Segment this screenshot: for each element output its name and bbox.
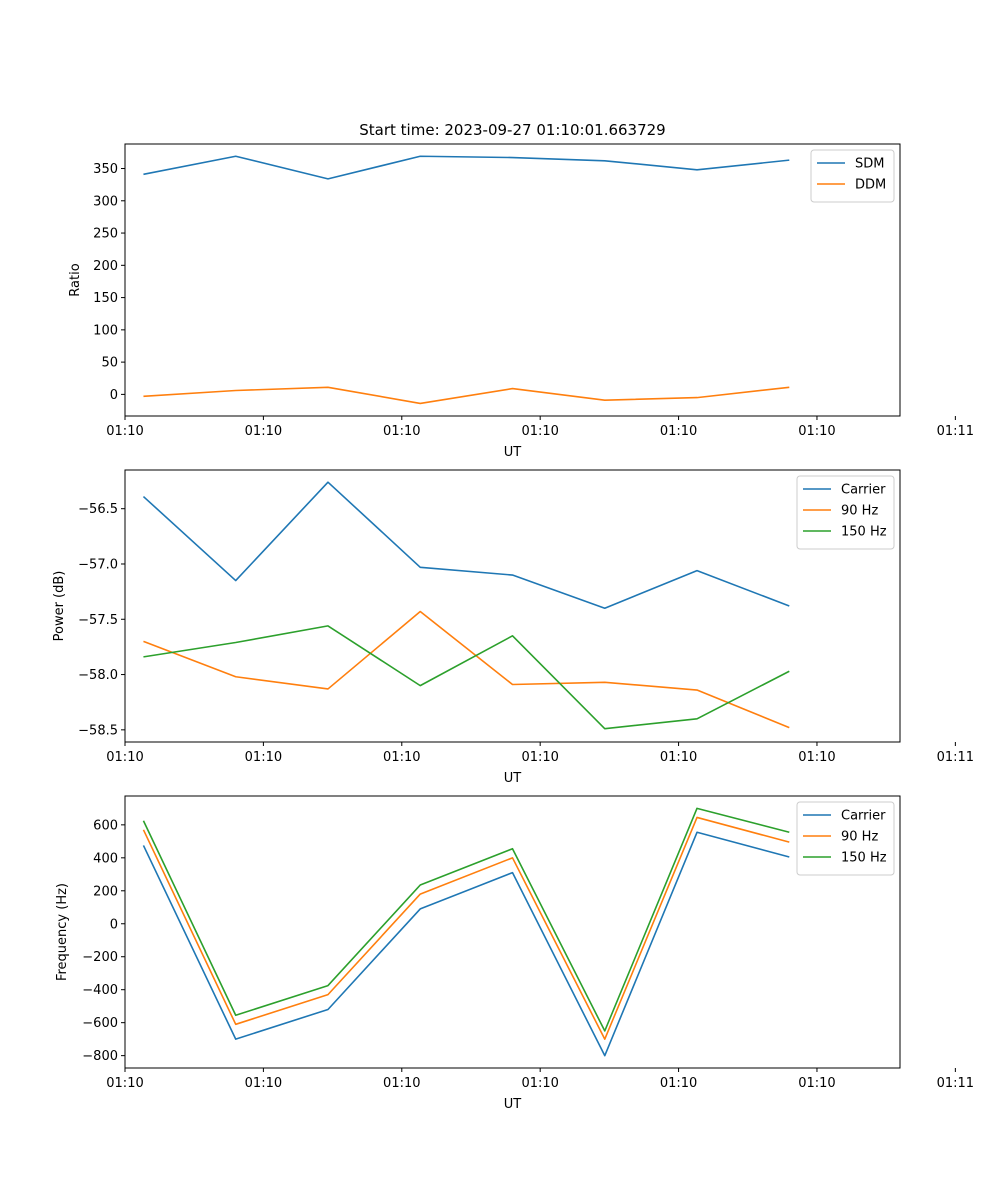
axes-frame: [124, 469, 901, 743]
y-tick-label: 400: [93, 851, 118, 866]
series-line-ddm: [143, 386, 790, 405]
y-tick-label: 50: [101, 356, 118, 371]
chart-title: Start time: 2023-09-27 01:10:01.663729: [359, 121, 665, 139]
y-tick-label: −57.0: [78, 557, 118, 572]
y-tick-label: −600: [82, 1016, 118, 1031]
legend-label: 90 Hz: [841, 504, 878, 519]
series-line-90-hz: [142, 816, 790, 1040]
series-line-carrier: [142, 831, 790, 1057]
series-group: [142, 807, 790, 1057]
legend-label: DDM: [855, 178, 886, 193]
series-group: [142, 481, 790, 730]
legend: SDM DDM: [810, 149, 895, 203]
y-axis-label: Frequency (Hz): [55, 883, 70, 981]
y-tick-label: −58.5: [78, 723, 118, 738]
plots: 01:10 01:10 01:10 01:10 01:10 01:10 01:11 0 50 10…: [52, 143, 974, 1112]
y-tick-label: 600: [93, 818, 118, 833]
legend: Carrier 90 Hz 150 Hz: [796, 801, 895, 876]
x-tick-label: 01:10: [798, 750, 835, 765]
x-tick-label: 01:10: [106, 1076, 143, 1091]
y-tick-label: −200: [82, 950, 118, 965]
x-tick-label: 01:10: [521, 424, 558, 439]
y-tick-label: 200: [93, 259, 118, 274]
x-tick-label: 01:10: [660, 424, 697, 439]
x-tick-label: 01:10: [521, 1076, 558, 1091]
x-tick-label: 01:10: [660, 750, 697, 765]
legend-label: Carrier: [841, 809, 886, 824]
x-tick-label: 01:10: [245, 424, 282, 439]
x-tick-label: 01:10: [798, 1076, 835, 1091]
axes-frame: [124, 143, 901, 417]
x-tick-label: 01:11: [937, 1076, 974, 1091]
x-tick-label: 01:10: [106, 750, 143, 765]
x-tick-label: 01:10: [521, 750, 558, 765]
y-tick-label: 0: [110, 388, 118, 403]
y-tick-label: 0: [110, 917, 118, 932]
y-tick-label: 200: [93, 884, 118, 899]
y-tick-label: 100: [93, 323, 118, 338]
legend: Carrier 90 Hz 150 Hz: [796, 475, 895, 550]
x-tick-label: 01:11: [937, 750, 974, 765]
legend-label: Carrier: [841, 483, 886, 498]
legend-label: 150 Hz: [841, 851, 887, 866]
y-tick-label: 150: [93, 291, 118, 306]
x-tick-label: 01:11: [937, 424, 974, 439]
y-tick-label: 250: [93, 227, 118, 242]
y-tick-label: 350: [93, 162, 118, 177]
y-tick-label: −400: [82, 983, 118, 998]
y-tick-label: −56.5: [78, 502, 118, 517]
series-line-carrier: [142, 481, 790, 610]
y-axis-label: Ratio: [68, 263, 83, 296]
x-tick-label: 01:10: [660, 1076, 697, 1091]
series-line-sdm: [143, 155, 790, 180]
subplot-1: 01:10 01:10 01:10 01:10 01:10 01:10 01:11 0 50 10…: [68, 143, 974, 460]
y-tick-label: 300: [93, 194, 118, 209]
x-tick-label: 01:10: [383, 1076, 420, 1091]
x-tick-label: 01:10: [383, 424, 420, 439]
x-axis-label: UT: [504, 445, 522, 460]
subplot-3: 01:10 01:10 01:10 01:10 01:10 01:10 01:11 −800 −…: [55, 795, 974, 1112]
y-tick-label: −58.0: [78, 668, 118, 683]
x-axis-label: UT: [504, 771, 522, 786]
x-tick-label: 01:10: [245, 750, 282, 765]
x-tick-label: 01:10: [798, 424, 835, 439]
x-tick-label: 01:10: [245, 1076, 282, 1091]
series-line-150-hz: [142, 807, 790, 1032]
series-line-150-hz: [143, 625, 790, 730]
axes-frame: [124, 795, 901, 1069]
y-tick-label: −57.5: [78, 613, 118, 628]
x-tick-label: 01:10: [383, 750, 420, 765]
subplot-2: 01:10 01:10 01:10 01:10 01:10 01:10 01:11 −58.5…: [52, 469, 974, 786]
y-tick-label: −800: [82, 1049, 118, 1064]
legend-label: SDM: [855, 157, 884, 172]
legend-label: 150 Hz: [841, 525, 887, 540]
x-axis-label: UT: [504, 1097, 522, 1112]
y-axis-label: Power (dB): [52, 571, 67, 642]
series-group: [143, 155, 790, 405]
series-line-90-hz: [143, 610, 790, 729]
x-tick-label: 01:10: [106, 424, 143, 439]
legend-label: 90 Hz: [841, 830, 878, 845]
